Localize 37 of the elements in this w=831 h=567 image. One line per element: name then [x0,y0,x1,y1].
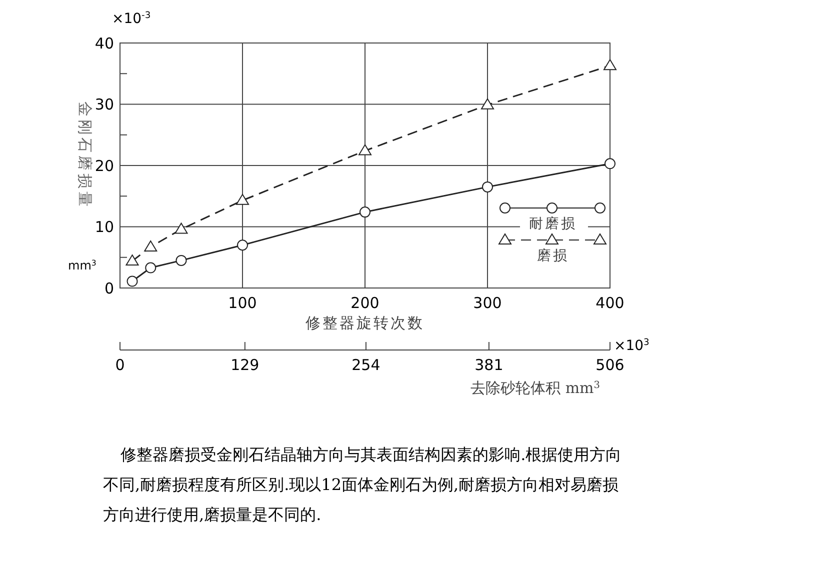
x2-tick-label: 129 [230,356,260,374]
x-tick-label: 300 [473,294,502,312]
text: 修整器磨损受金刚石结晶轴方向与其表面结构因素的影响.根据使用方向不同,耐磨损程度有所区别.现以12面体金刚石为例,耐磨损方向相对易磨损方向进行使用,磨损量是不同的. [103,444,623,526]
point [604,59,616,70]
y-tick-label: 20 [94,156,114,175]
y-tick-label: 30 [94,96,114,114]
text: mm$^{3}$ [68,258,96,273]
point [358,144,372,156]
point [481,98,494,110]
point [174,222,188,234]
y-tick-label: 0 [104,279,114,298]
point [126,254,139,266]
x-tick-label: 200 [350,294,380,312]
legend-label: 磨损 [537,248,569,264]
point [482,181,493,192]
y-axis-title: 金刚石磨损量 [76,102,94,210]
x2-tick-label: 381 [474,356,504,374]
point [144,240,158,252]
x2-axis-title: 去除砂轮体积 mm$^{3}$ [470,379,600,397]
x2-tick-label: 0 [115,356,125,374]
text: ×10$^{-3}$ [112,11,151,27]
x2-tick-label: 254 [352,356,380,374]
point [176,254,187,266]
y-tick-label: 10 [94,218,114,236]
x-axis-title: 修整器旋转次数 [306,314,424,332]
point [126,276,138,287]
text: ×10$^{3}$ [614,338,650,354]
point [237,240,248,251]
x-tick-label: 400 [596,294,624,312]
x2-tick-label: 506 [596,356,624,374]
point [145,262,156,274]
point [236,194,249,205]
point [360,206,370,218]
y-tick-label: 40 [94,34,114,52]
x-tick-label: 100 [228,294,257,312]
legend-label: 耐磨损 [529,216,577,232]
point [604,158,616,170]
